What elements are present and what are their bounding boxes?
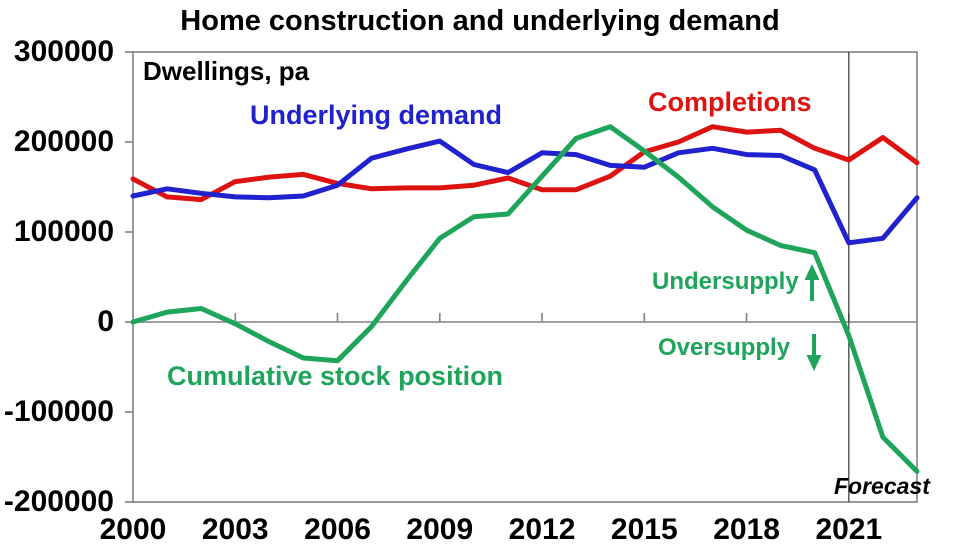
- y-tick-label: 300000: [13, 35, 114, 68]
- series-label-completions: Completions: [648, 87, 812, 117]
- y-tick-label: 0: [97, 305, 114, 338]
- chart-title: Home construction and underlying demand: [180, 5, 780, 37]
- x-tick-label: 2000: [99, 513, 167, 546]
- axis-unit-label: Dwellings, pa: [143, 56, 310, 86]
- oversupply-annotation: Oversupply: [658, 334, 791, 361]
- series-line-underlying-demand: [130, 138, 920, 246]
- plot-border: [132, 51, 918, 503]
- oversupply-arrowhead-icon: [806, 355, 822, 371]
- undersupply-arrowhead-icon: [804, 264, 820, 280]
- y-tick-label: -100000: [3, 395, 114, 428]
- series-line-cumulative-stock-position: [130, 124, 920, 474]
- x-tick-label: 2006: [304, 513, 371, 546]
- forecast-label: Forecast: [834, 473, 930, 499]
- x-tick-label: 2021: [815, 513, 883, 546]
- y-tick-label: 200000: [13, 125, 114, 158]
- x-tick-label: 2015: [610, 513, 678, 546]
- x-tick-label: 2003: [201, 513, 269, 546]
- series-line-completions: [130, 124, 920, 203]
- y-tick-label: -200000: [3, 485, 114, 518]
- series-label-cumulative-stock-position: Cumulative stock position: [167, 361, 504, 391]
- y-tick-label: 100000: [13, 215, 114, 248]
- x-tick-label: 2009: [406, 513, 474, 546]
- undersupply-annotation: Undersupply: [652, 268, 799, 295]
- x-tick-label: 2018: [713, 513, 780, 546]
- series-label-underlying-demand: Underlying demand: [250, 100, 503, 130]
- x-tick-label: 2012: [508, 513, 576, 546]
